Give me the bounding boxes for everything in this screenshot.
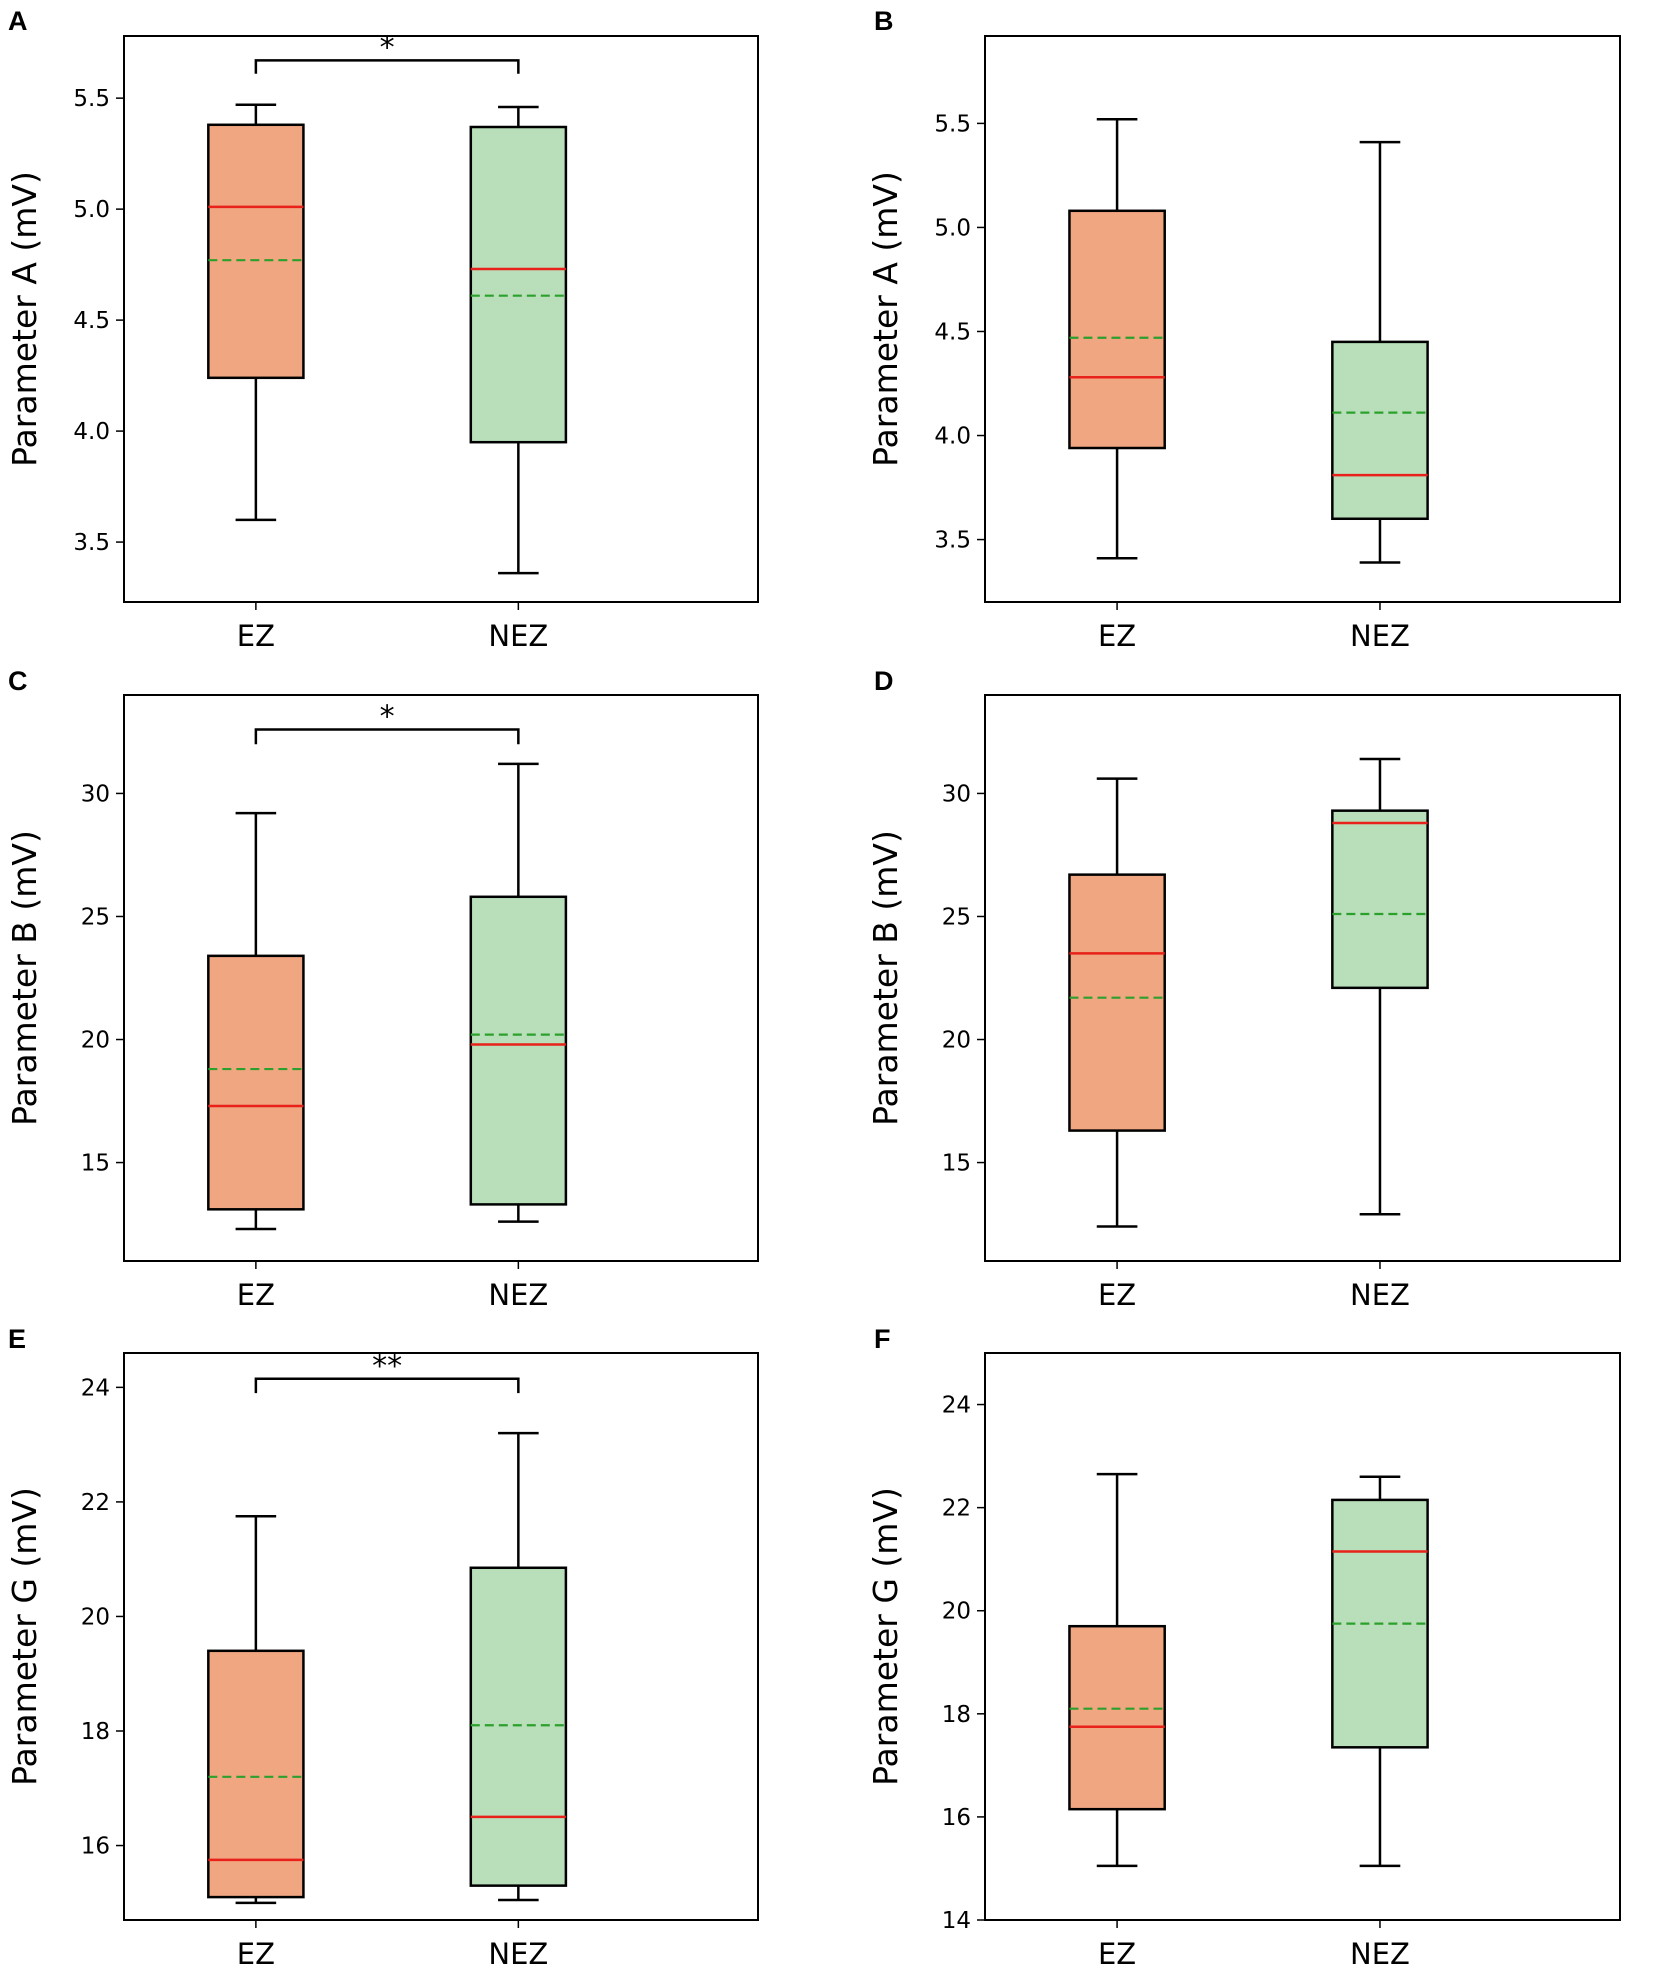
y-axis-label: Parameter B (mV) xyxy=(5,830,44,1126)
y-tick-label: 20 xyxy=(942,1028,971,1054)
iqr-box xyxy=(207,1649,305,1899)
y-tick-label: 24 xyxy=(81,1375,110,1401)
iqr-box xyxy=(469,1566,568,1887)
plot-frame xyxy=(123,694,759,1262)
y-tick-label: 4.0 xyxy=(73,419,110,445)
y-axis-label: Parameter G (mV) xyxy=(866,1487,905,1786)
box-ez xyxy=(207,811,305,1231)
y-tick-label: 15 xyxy=(942,1151,971,1177)
x-tick-label: NEZ xyxy=(488,1937,548,1971)
panel-letter: B xyxy=(874,6,894,36)
y-tick-label: 24 xyxy=(942,1393,971,1419)
x-tick-label: EZ xyxy=(237,1278,275,1312)
y-tick-label: 3.5 xyxy=(73,530,110,556)
y-tick-label: 4.5 xyxy=(73,308,110,334)
x-tick-label: NEZ xyxy=(1350,1937,1410,1971)
box-nez xyxy=(1331,757,1429,1216)
box-ez xyxy=(207,103,305,522)
iqr-box xyxy=(1068,873,1166,1132)
x-tick-label: EZ xyxy=(1098,1278,1136,1312)
box-nez xyxy=(469,105,568,575)
y-tick-label: 22 xyxy=(942,1496,971,1522)
plot-frame xyxy=(984,35,1621,603)
y-tick-label: 30 xyxy=(942,781,971,807)
box-nez xyxy=(1331,1475,1429,1868)
y-tick-label: 4.5 xyxy=(934,319,971,345)
x-tick-label: NEZ xyxy=(488,619,548,653)
y-axis-label: Parameter A (mV) xyxy=(866,171,905,467)
iqr-box xyxy=(1331,809,1429,990)
panel-e: E Parameter G (mV) 16 18 20 22 24 EZ NEZ ** xyxy=(5,1324,759,1971)
box-ez xyxy=(207,1514,305,1905)
iqr-box xyxy=(469,125,568,444)
panel-letter: A xyxy=(8,6,28,36)
y-tick-label: 16 xyxy=(942,1805,971,1831)
y-tick-label: 4.0 xyxy=(934,424,971,450)
significance-label: ** xyxy=(372,1349,402,1384)
significance-bracket xyxy=(254,728,520,745)
panel-b: B Parameter A (mV) 3.5 4.0 4.5 5.0 5.5 EZ NEZ xyxy=(866,6,1621,653)
y-tick-label: 18 xyxy=(81,1719,110,1745)
significance-bracket xyxy=(254,1377,520,1394)
panel-letter: E xyxy=(8,1324,26,1354)
iqr-box xyxy=(469,895,568,1206)
panel-c: C Parameter B (mV) 15 20 25 30 EZ NEZ * xyxy=(5,666,759,1312)
significance-label: * xyxy=(380,699,395,734)
y-tick-label: 20 xyxy=(81,1604,110,1630)
plot-frame xyxy=(123,1352,759,1921)
panel-letter: F xyxy=(874,1324,891,1354)
plot-frame xyxy=(984,694,1621,1262)
iqr-box xyxy=(1068,1624,1166,1811)
panel-f: F Parameter G (mV) 14 16 18 20 22 24 EZ NEZ xyxy=(866,1324,1621,1971)
y-tick-label: 25 xyxy=(942,904,971,930)
x-tick-label: NEZ xyxy=(1350,1278,1410,1312)
panel-letter: C xyxy=(8,666,28,696)
iqr-box xyxy=(207,123,305,380)
y-tick-label: 14 xyxy=(942,1908,971,1934)
x-tick-label: EZ xyxy=(1098,619,1136,653)
y-axis-label: Parameter B (mV) xyxy=(866,830,905,1126)
y-tick-label: 16 xyxy=(81,1834,110,1860)
iqr-box xyxy=(207,954,305,1211)
y-tick-label: 3.5 xyxy=(934,528,971,554)
box-nez xyxy=(469,1431,568,1902)
y-tick-label: 15 xyxy=(81,1151,110,1177)
y-axis-label: Parameter G (mV) xyxy=(5,1487,44,1786)
panel-letter: D xyxy=(874,666,894,696)
box-ez xyxy=(1068,117,1166,560)
y-tick-label: 25 xyxy=(81,904,110,930)
box-nez xyxy=(469,762,568,1223)
y-tick-label: 20 xyxy=(942,1599,971,1625)
x-tick-label: EZ xyxy=(237,1937,275,1971)
y-tick-label: 5.0 xyxy=(73,197,110,223)
y-tick-label: 5.0 xyxy=(934,215,971,241)
x-tick-label: EZ xyxy=(1098,1937,1136,1971)
iqr-box xyxy=(1331,340,1429,521)
panel-a: A Parameter A (mV) 3.5 4.0 4.5 5.0 5.5 EZ NEZ * xyxy=(5,6,759,653)
panel-d: D Parameter B (mV) 15 20 25 30 EZ NEZ xyxy=(866,666,1621,1312)
y-axis-label: Parameter A (mV) xyxy=(5,171,44,467)
iqr-box xyxy=(1068,209,1166,450)
x-tick-label: NEZ xyxy=(488,1278,548,1312)
y-tick-label: 22 xyxy=(81,1490,110,1516)
y-tick-label: 18 xyxy=(942,1702,971,1728)
significance-label: * xyxy=(380,30,395,65)
y-tick-label: 5.5 xyxy=(934,111,971,137)
box-ez xyxy=(1068,1472,1166,1868)
y-tick-label: 20 xyxy=(81,1028,110,1054)
plot-frame xyxy=(984,1352,1621,1921)
significance-bracket xyxy=(254,59,520,74)
box-nez xyxy=(1331,140,1429,564)
x-tick-label: NEZ xyxy=(1350,619,1410,653)
y-tick-label: 5.5 xyxy=(73,86,110,112)
y-tick-label: 30 xyxy=(81,781,110,807)
box-ez xyxy=(1068,777,1166,1228)
plot-frame xyxy=(123,35,759,603)
x-tick-label: EZ xyxy=(237,619,275,653)
